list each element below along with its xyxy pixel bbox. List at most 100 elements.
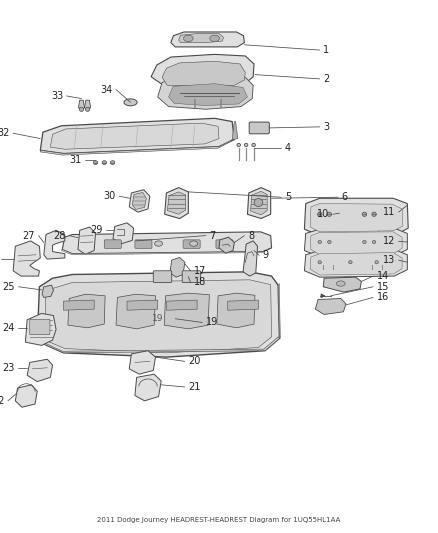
Ellipse shape xyxy=(349,261,352,264)
Polygon shape xyxy=(62,232,272,254)
Ellipse shape xyxy=(85,107,90,111)
Polygon shape xyxy=(158,75,253,109)
Polygon shape xyxy=(116,294,155,329)
Ellipse shape xyxy=(155,241,162,246)
Polygon shape xyxy=(171,32,244,47)
Text: 17: 17 xyxy=(194,266,206,276)
Text: 11: 11 xyxy=(383,207,395,217)
Polygon shape xyxy=(228,300,258,310)
Ellipse shape xyxy=(363,240,366,244)
Text: 5: 5 xyxy=(285,192,291,202)
Polygon shape xyxy=(169,84,247,106)
Polygon shape xyxy=(323,277,361,292)
Text: 6: 6 xyxy=(342,192,348,202)
Ellipse shape xyxy=(244,143,248,147)
Ellipse shape xyxy=(328,240,331,244)
Polygon shape xyxy=(129,351,155,374)
Ellipse shape xyxy=(372,212,376,216)
Ellipse shape xyxy=(93,161,98,164)
Polygon shape xyxy=(40,118,234,154)
Ellipse shape xyxy=(190,241,198,246)
Ellipse shape xyxy=(254,199,263,207)
Polygon shape xyxy=(165,188,188,219)
Polygon shape xyxy=(243,241,258,276)
FancyBboxPatch shape xyxy=(135,240,152,248)
Text: 32: 32 xyxy=(0,128,10,138)
Text: 29: 29 xyxy=(90,225,102,235)
Polygon shape xyxy=(68,294,105,328)
Ellipse shape xyxy=(252,143,255,147)
Polygon shape xyxy=(44,230,65,259)
Polygon shape xyxy=(27,359,53,382)
Polygon shape xyxy=(78,100,85,110)
Ellipse shape xyxy=(336,281,345,286)
Polygon shape xyxy=(310,232,402,255)
Polygon shape xyxy=(85,100,91,110)
Ellipse shape xyxy=(318,212,322,216)
Ellipse shape xyxy=(124,99,137,106)
Ellipse shape xyxy=(79,107,84,111)
Text: 19: 19 xyxy=(152,314,163,323)
Text: 28: 28 xyxy=(53,231,66,240)
Text: 8: 8 xyxy=(248,231,254,240)
Polygon shape xyxy=(64,300,94,310)
Text: 10: 10 xyxy=(317,209,329,219)
Ellipse shape xyxy=(327,212,332,216)
FancyBboxPatch shape xyxy=(183,240,200,248)
Text: 3: 3 xyxy=(323,122,329,132)
Text: 9: 9 xyxy=(263,251,269,260)
Ellipse shape xyxy=(318,240,321,244)
Polygon shape xyxy=(217,293,255,328)
Text: 2011 Dodge Journey HEADREST-HEADREST Diagram for 1UQ55HL1AA: 2011 Dodge Journey HEADREST-HEADREST Dia… xyxy=(97,518,341,523)
Text: 30: 30 xyxy=(103,191,116,201)
Text: 23: 23 xyxy=(3,363,15,373)
Text: 7: 7 xyxy=(209,231,215,240)
Ellipse shape xyxy=(318,261,321,264)
Text: 13: 13 xyxy=(383,255,395,265)
Text: 34: 34 xyxy=(100,85,113,94)
Polygon shape xyxy=(247,188,271,219)
Polygon shape xyxy=(37,272,279,357)
FancyBboxPatch shape xyxy=(153,271,172,282)
Polygon shape xyxy=(45,280,272,353)
Text: 25: 25 xyxy=(2,282,15,292)
Polygon shape xyxy=(42,285,53,297)
Polygon shape xyxy=(232,122,238,140)
Text: 27: 27 xyxy=(22,231,35,240)
Text: 15: 15 xyxy=(377,282,389,292)
Polygon shape xyxy=(151,54,254,89)
Polygon shape xyxy=(13,241,40,276)
Polygon shape xyxy=(135,374,161,401)
Polygon shape xyxy=(61,248,272,255)
Ellipse shape xyxy=(375,261,378,264)
Text: 24: 24 xyxy=(3,323,15,333)
Text: 1: 1 xyxy=(323,45,329,55)
Polygon shape xyxy=(278,284,280,338)
Text: 14: 14 xyxy=(377,271,389,281)
Text: 18: 18 xyxy=(194,278,206,287)
Text: 21: 21 xyxy=(188,382,201,392)
Polygon shape xyxy=(15,385,37,407)
Polygon shape xyxy=(50,123,219,149)
Polygon shape xyxy=(129,190,150,212)
FancyBboxPatch shape xyxy=(249,122,269,134)
Ellipse shape xyxy=(102,161,106,164)
Polygon shape xyxy=(179,34,223,43)
Text: 2: 2 xyxy=(323,74,329,84)
Polygon shape xyxy=(162,61,245,86)
Polygon shape xyxy=(167,192,186,214)
Text: 20: 20 xyxy=(188,357,201,366)
Ellipse shape xyxy=(372,240,376,244)
Polygon shape xyxy=(25,313,56,345)
Text: 16: 16 xyxy=(377,293,389,302)
Polygon shape xyxy=(164,293,209,329)
Polygon shape xyxy=(346,224,379,236)
Polygon shape xyxy=(304,249,407,277)
FancyBboxPatch shape xyxy=(182,271,201,282)
Polygon shape xyxy=(37,337,279,353)
Polygon shape xyxy=(310,253,402,275)
Polygon shape xyxy=(40,140,232,155)
Polygon shape xyxy=(251,191,267,215)
Ellipse shape xyxy=(237,143,240,147)
Polygon shape xyxy=(304,198,408,236)
